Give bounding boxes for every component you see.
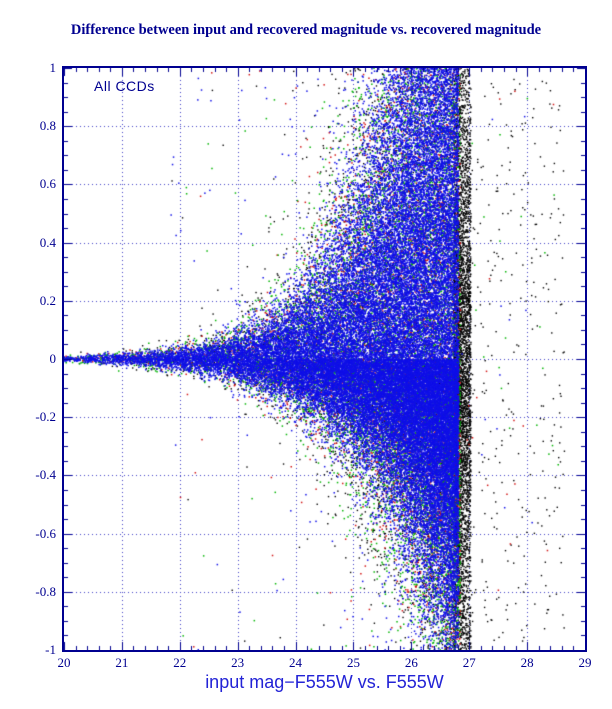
y-tick-label: 0: [49, 351, 57, 366]
x-tick-label: 28: [520, 655, 534, 670]
y-tick-label: -0.6: [35, 525, 56, 541]
x-tick-label: 27: [462, 655, 476, 670]
plot-area: All CCDs: [62, 66, 587, 652]
x-tick-label: 24: [289, 655, 303, 670]
y-tick-label: 0.2: [39, 292, 56, 308]
x-tick-label: 26: [404, 655, 418, 670]
x-tick-label: 23: [231, 655, 245, 670]
x-tick-label: 21: [115, 655, 129, 670]
x-tick-label: 20: [57, 655, 71, 670]
y-tick-label: -0.2: [35, 409, 56, 425]
x-axis-title: input mag−F555W vs. F555W: [205, 672, 444, 692]
x-tick-label: 22: [173, 655, 187, 670]
y-tick-label: 0.8: [39, 118, 56, 134]
y-tick-label: 0.6: [39, 176, 56, 192]
scatter-canvas: [64, 68, 585, 650]
x-tick-label: 25: [346, 655, 360, 670]
y-tick-label: 0.4: [39, 234, 56, 250]
y-tick-label: -0.8: [35, 583, 56, 599]
annotation-all-ccds: All CCDs: [94, 78, 155, 94]
y-tick-label: -1: [45, 642, 56, 657]
y-tick-label: -0.4: [35, 467, 56, 483]
x-tick-label: 29: [578, 655, 592, 670]
y-tick-label: 1: [49, 60, 57, 75]
chart-title: Difference between input and recovered m…: [70, 22, 542, 38]
